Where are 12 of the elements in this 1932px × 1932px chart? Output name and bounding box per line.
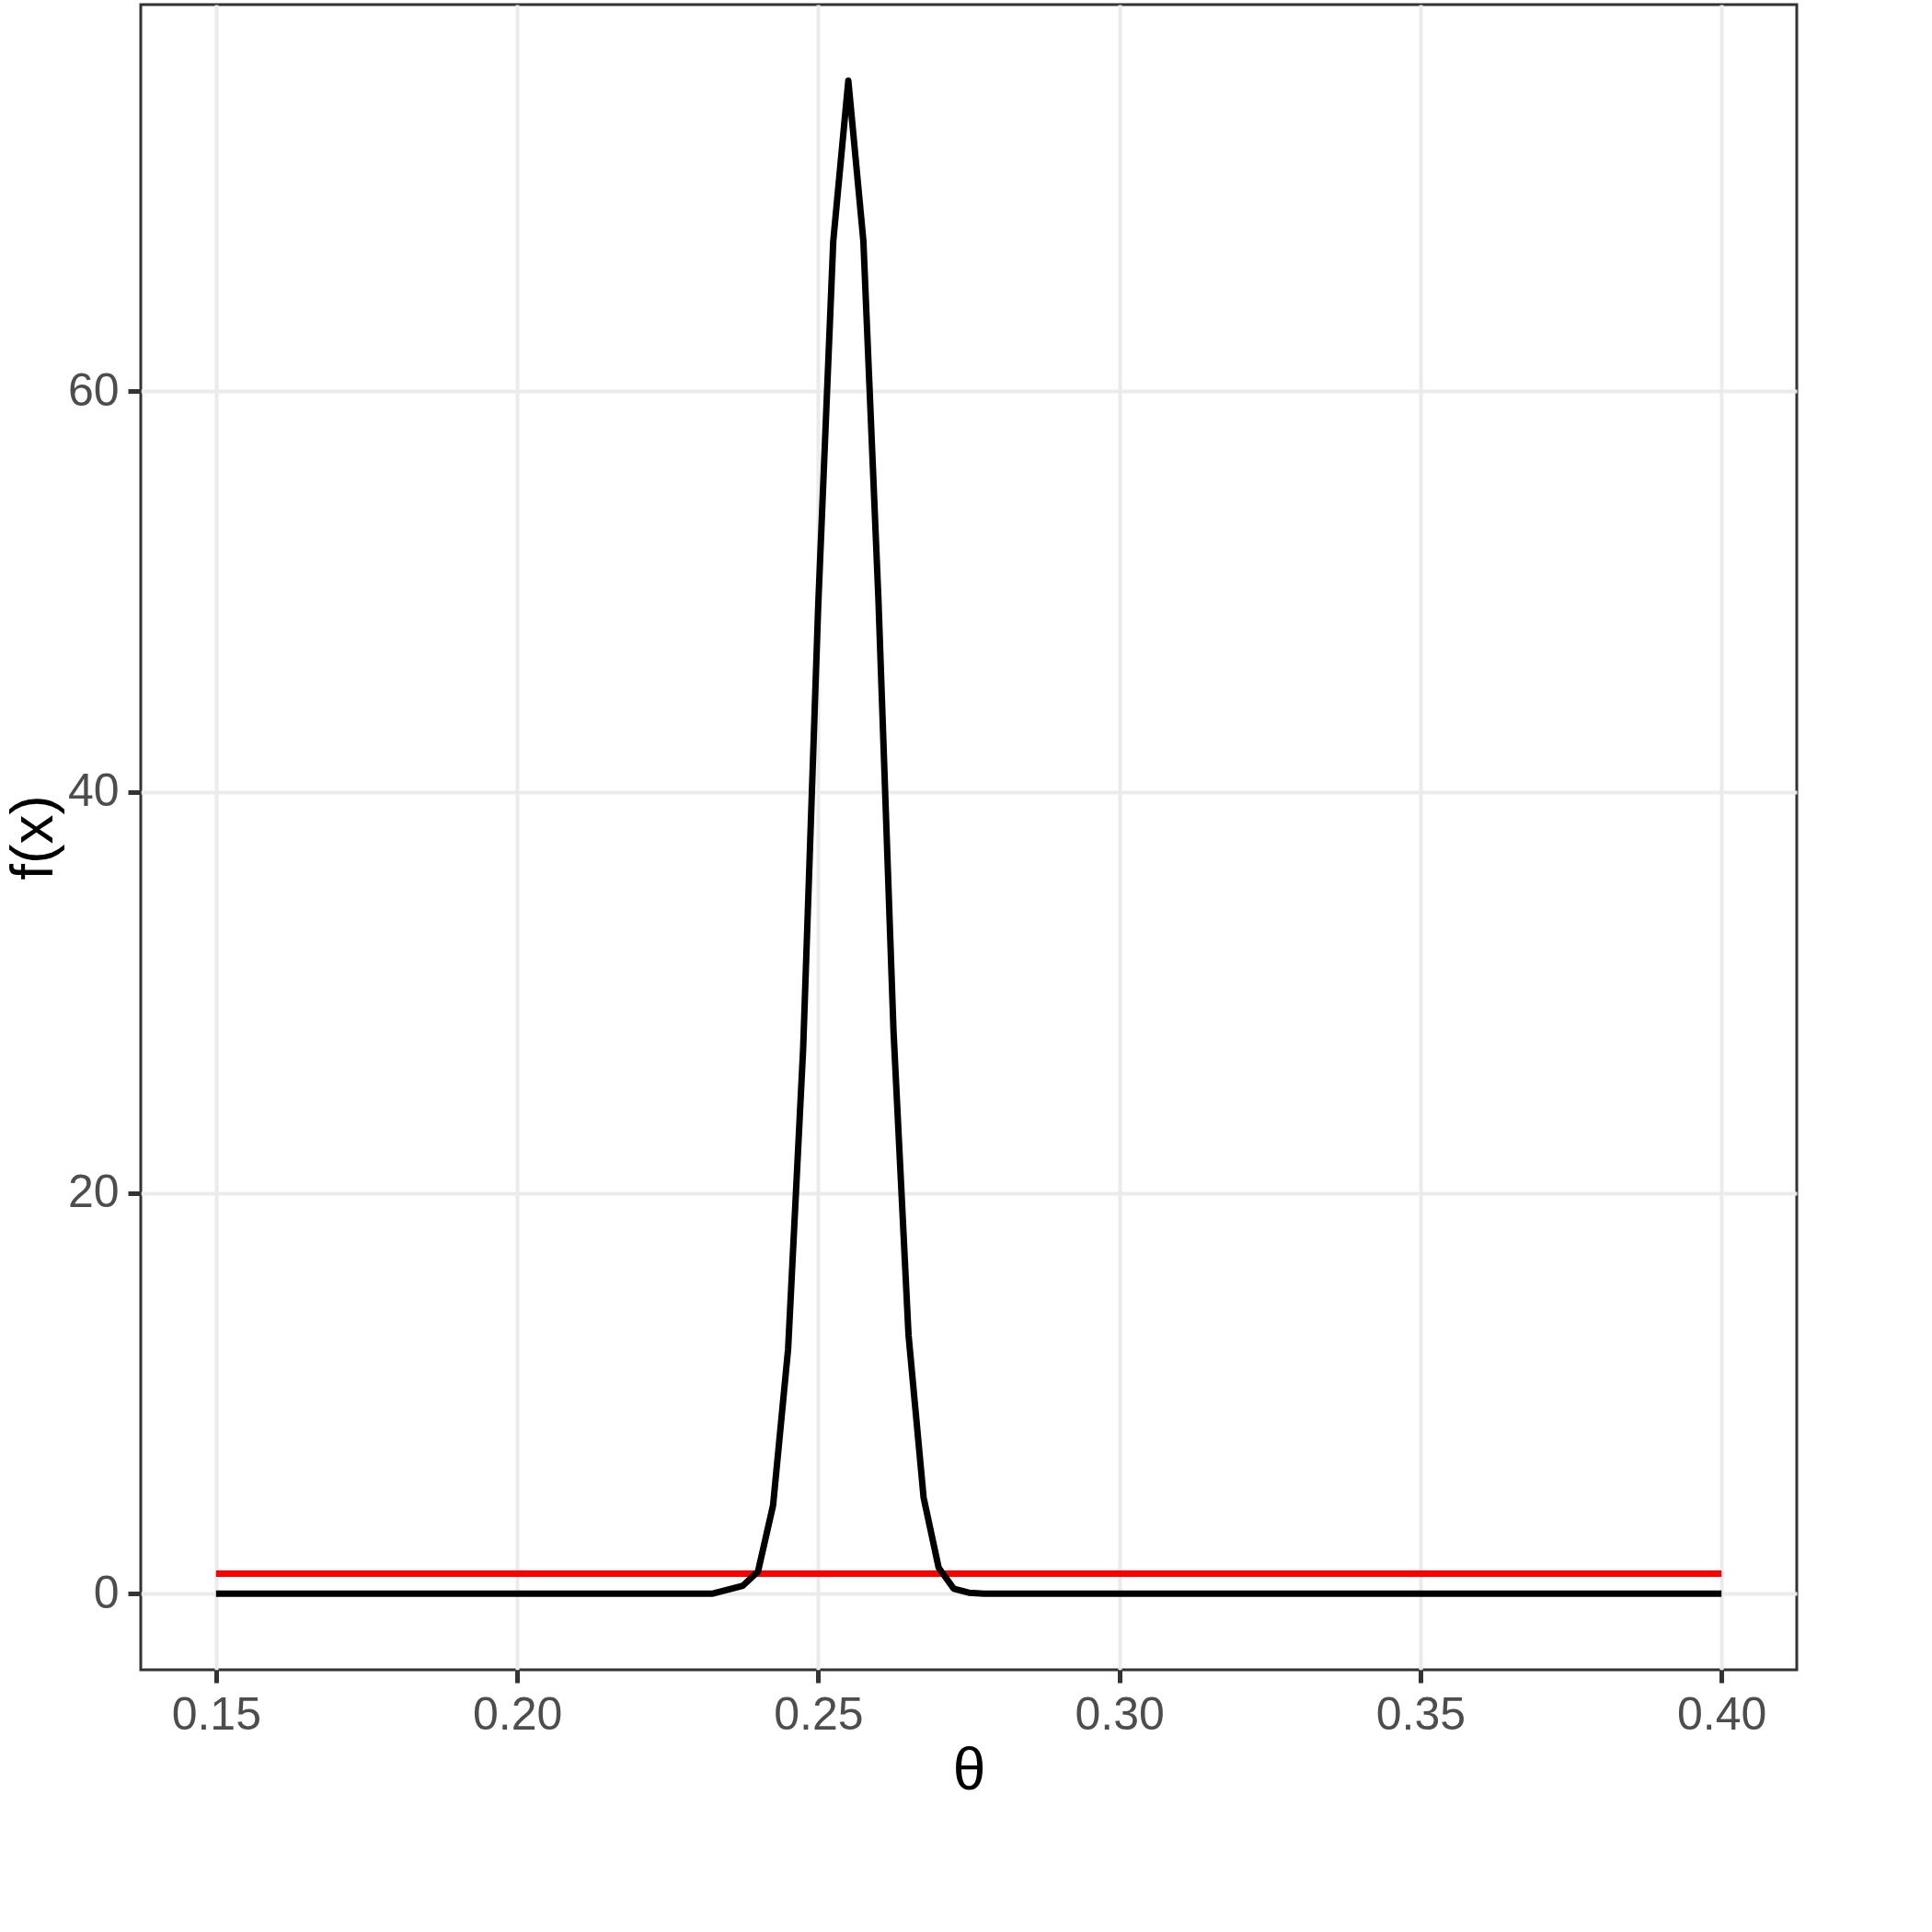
y-tick-label: 0 [93,1566,120,1618]
x-tick-label: 0.20 [472,1687,563,1740]
y-tick-label: 40 [67,765,120,817]
x-tick-label: 0.35 [1375,1687,1466,1740]
x-tick-label: 0.30 [1075,1687,1165,1740]
x-tick-label: 0.40 [1677,1687,1767,1740]
x-tick-label: 0.25 [774,1687,864,1740]
y-axis-title: f(x) [0,795,65,880]
x-axis-title: θ [952,1735,986,1802]
y-tick-label: 20 [67,1166,120,1218]
y-tick-label: 60 [67,363,120,416]
x-tick-label: 0.15 [171,1687,261,1740]
